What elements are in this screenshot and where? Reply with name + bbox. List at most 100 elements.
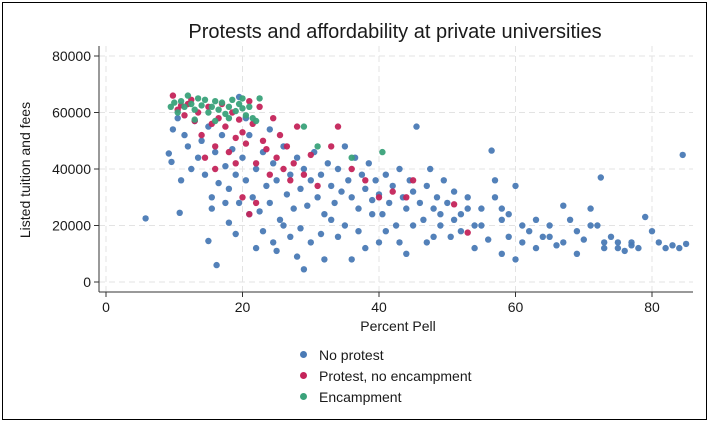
data-point bbox=[252, 117, 260, 125]
data-point bbox=[300, 165, 308, 173]
data-point bbox=[532, 216, 540, 223]
data-point bbox=[205, 237, 212, 245]
data-point bbox=[194, 154, 202, 161]
data-point bbox=[375, 239, 383, 246]
data-point bbox=[423, 239, 430, 246]
data-point bbox=[307, 151, 314, 159]
data-point bbox=[235, 100, 243, 108]
data-point bbox=[389, 188, 396, 195]
data-point bbox=[232, 171, 239, 178]
data-point bbox=[573, 228, 581, 235]
data-point bbox=[382, 171, 389, 178]
legend-marker bbox=[300, 351, 307, 358]
data-point bbox=[601, 239, 608, 246]
data-point bbox=[317, 171, 325, 178]
data-point bbox=[328, 182, 335, 190]
data-point bbox=[169, 126, 177, 133]
legend-item-protest-no-encampment: Protest, no encampment bbox=[300, 365, 472, 386]
data-point bbox=[218, 99, 226, 106]
data-point bbox=[198, 102, 205, 109]
data-point bbox=[249, 194, 256, 201]
data-point bbox=[440, 177, 447, 184]
data-point bbox=[259, 228, 267, 235]
data-point bbox=[176, 209, 183, 216]
data-point bbox=[252, 244, 260, 252]
data-point bbox=[324, 160, 331, 167]
data-point bbox=[242, 177, 250, 184]
data-point bbox=[355, 205, 362, 212]
data-point bbox=[181, 131, 188, 139]
data-point bbox=[259, 137, 267, 144]
data-point bbox=[191, 116, 198, 123]
data-point bbox=[355, 228, 362, 235]
data-point bbox=[560, 202, 567, 209]
data-point bbox=[560, 239, 567, 246]
data-point bbox=[225, 185, 233, 192]
data-point bbox=[232, 134, 239, 142]
data-point bbox=[293, 154, 301, 161]
data-point bbox=[232, 107, 239, 115]
data-point bbox=[345, 177, 352, 184]
data-point bbox=[171, 99, 178, 106]
data-point bbox=[403, 250, 410, 257]
data-point bbox=[392, 222, 400, 229]
data-point bbox=[621, 247, 628, 255]
data-point bbox=[287, 171, 294, 178]
data-point bbox=[498, 216, 505, 223]
data-point bbox=[283, 143, 291, 150]
data-point bbox=[142, 215, 149, 222]
data-point bbox=[341, 222, 349, 229]
data-point bbox=[369, 196, 376, 204]
series-2 bbox=[167, 92, 386, 161]
data-point bbox=[252, 165, 260, 173]
data-point bbox=[348, 165, 355, 173]
data-point bbox=[532, 244, 540, 252]
axes: 0 20 40 60 80 0 20000 40000 60000 80000 bbox=[52, 46, 693, 315]
data-point bbox=[379, 148, 386, 156]
data-point bbox=[409, 177, 417, 184]
data-point bbox=[430, 233, 437, 240]
data-point bbox=[205, 109, 212, 116]
data-point bbox=[409, 188, 417, 195]
data-point bbox=[225, 115, 233, 122]
data-point bbox=[580, 236, 587, 243]
data-point bbox=[457, 228, 465, 235]
data-point bbox=[304, 202, 311, 209]
data-point bbox=[642, 213, 649, 221]
data-point bbox=[498, 205, 505, 212]
data-point bbox=[573, 250, 581, 257]
data-point bbox=[165, 150, 172, 157]
data-point bbox=[328, 143, 335, 150]
legend-label: No protest bbox=[319, 346, 384, 363]
data-point bbox=[293, 123, 301, 130]
data-point bbox=[409, 222, 417, 229]
data-point bbox=[464, 205, 471, 212]
data-point bbox=[437, 222, 444, 229]
data-point bbox=[198, 131, 205, 139]
data-point bbox=[362, 177, 369, 184]
data-point bbox=[597, 174, 604, 181]
data-point bbox=[389, 182, 396, 190]
data-point bbox=[215, 106, 222, 113]
data-point bbox=[669, 242, 676, 249]
data-point bbox=[213, 261, 220, 269]
data-point bbox=[169, 92, 177, 99]
data-point bbox=[365, 160, 372, 167]
data-point bbox=[488, 147, 495, 154]
data-point bbox=[242, 112, 250, 119]
data-point bbox=[270, 239, 277, 246]
data-point bbox=[539, 233, 546, 240]
data-point bbox=[242, 140, 250, 147]
data-point bbox=[266, 126, 273, 133]
data-point bbox=[212, 143, 219, 150]
data-point bbox=[191, 106, 198, 113]
x-axis-label: Percent Pell bbox=[360, 318, 435, 334]
data-point bbox=[181, 112, 188, 119]
data-point bbox=[519, 222, 526, 229]
data-point bbox=[403, 205, 410, 212]
data-point bbox=[546, 233, 553, 240]
data-point bbox=[334, 123, 342, 130]
data-point bbox=[416, 199, 424, 207]
data-point bbox=[287, 233, 294, 240]
